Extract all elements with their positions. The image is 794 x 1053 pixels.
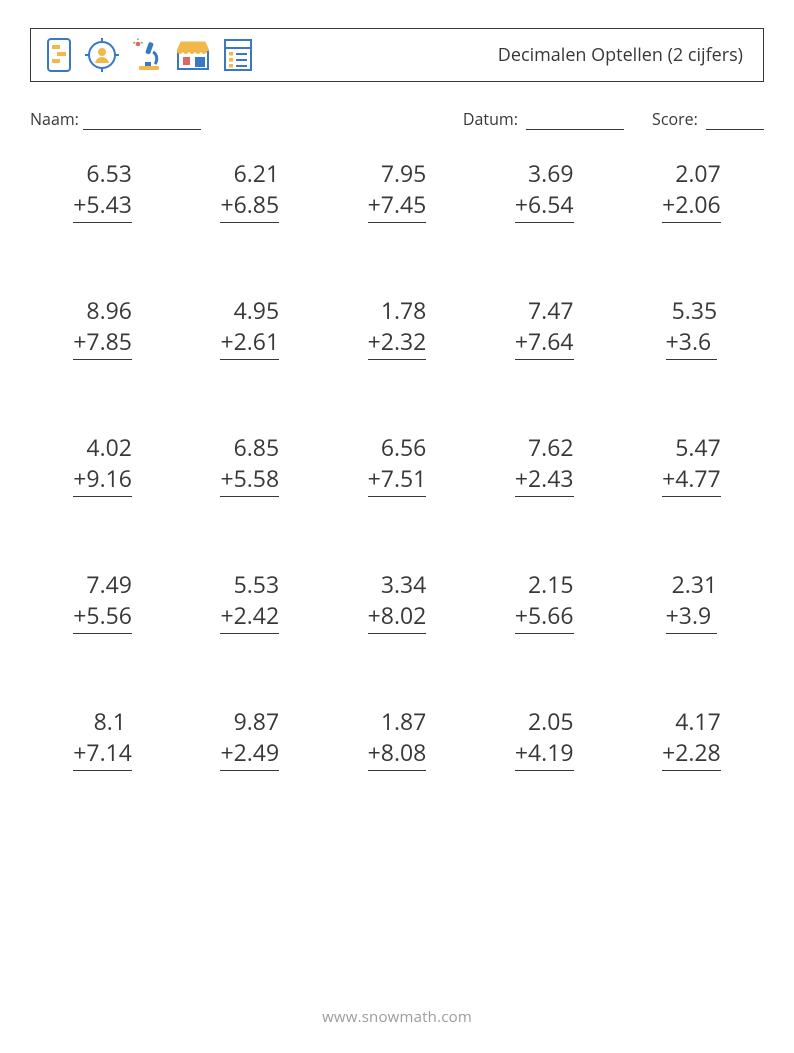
problem-24: 2.05+4.19 xyxy=(476,706,613,771)
operand-top: 6.85 xyxy=(220,432,279,463)
operand-top: 6.53 xyxy=(73,158,132,189)
operand-top: 2.07 xyxy=(662,158,721,189)
operand-top: 6.21 xyxy=(220,158,279,189)
date-label: Datum: xyxy=(463,108,518,130)
problem-22: 9.87+2.49 xyxy=(181,706,318,771)
problem-15: 5.47+4.77 xyxy=(623,432,760,497)
operand-top: 9.87 xyxy=(220,706,279,737)
problem-12: 6.85+5.58 xyxy=(181,432,318,497)
operand-bottom: +2.61 xyxy=(220,326,279,360)
phone-list-icon xyxy=(45,38,73,72)
header-icon-row xyxy=(45,38,253,72)
operand-bottom: +7.45 xyxy=(368,189,427,223)
operand-top: 4.02 xyxy=(73,432,132,463)
operand-top: 7.49 xyxy=(73,569,132,600)
operand-top: 1.87 xyxy=(368,706,427,737)
operand-bottom: +2.32 xyxy=(368,326,427,360)
operand-bottom: +9.16 xyxy=(73,463,132,497)
problem-9: 7.47+7.64 xyxy=(476,295,613,360)
problem-3: 7.95+7.45 xyxy=(328,158,465,223)
problem-23: 1.87+8.08 xyxy=(328,706,465,771)
operand-top: 8.1 xyxy=(73,706,132,737)
operand-bottom: +6.54 xyxy=(515,189,574,223)
operand-top: 4.95 xyxy=(220,295,279,326)
operand-top: 2.31 xyxy=(666,569,717,600)
operand-top: 6.56 xyxy=(368,432,427,463)
date-blank xyxy=(526,114,624,130)
operand-bottom: +6.85 xyxy=(220,189,279,223)
worksheet-title: Decimalen Optellen (2 cijfers) xyxy=(498,43,749,67)
operand-bottom: +5.56 xyxy=(73,600,132,634)
operand-top: 2.05 xyxy=(515,706,574,737)
operand-bottom: +5.66 xyxy=(515,600,574,634)
problem-7: 4.95+2.61 xyxy=(181,295,318,360)
problem-5: 2.07+2.06 xyxy=(623,158,760,223)
header-box: Decimalen Optellen (2 cijfers) xyxy=(30,28,764,82)
problem-16: 7.49+5.56 xyxy=(34,569,171,634)
operand-top: 7.62 xyxy=(515,432,574,463)
problem-21: 8.1 +7.14 xyxy=(34,706,171,771)
operand-bottom: +8.08 xyxy=(368,737,427,771)
operand-bottom: +2.28 xyxy=(662,737,721,771)
operand-bottom: +4.19 xyxy=(515,737,574,771)
operand-top: 5.47 xyxy=(662,432,721,463)
operand-bottom: +2.43 xyxy=(515,463,574,497)
operand-bottom: +4.77 xyxy=(662,463,721,497)
problem-19: 2.15+5.66 xyxy=(476,569,613,634)
operand-bottom: +2.06 xyxy=(662,189,721,223)
score-blank xyxy=(706,114,764,130)
operand-top: 5.53 xyxy=(220,569,279,600)
name-blank xyxy=(83,114,201,130)
problem-17: 5.53+2.42 xyxy=(181,569,318,634)
problem-2: 6.21+6.85 xyxy=(181,158,318,223)
problem-4: 3.69+6.54 xyxy=(476,158,613,223)
problem-11: 4.02+9.16 xyxy=(34,432,171,497)
problem-10: 5.35+3.6 xyxy=(623,295,760,360)
operand-top: 7.95 xyxy=(368,158,427,189)
worksheet-page: Decimalen Optellen (2 cijfers) Naam: Dat… xyxy=(0,0,794,771)
operand-top: 3.34 xyxy=(368,569,427,600)
user-target-icon xyxy=(85,38,119,72)
storefront-icon xyxy=(175,39,211,71)
operand-bottom: +2.49 xyxy=(220,737,279,771)
operand-bottom: +5.43 xyxy=(73,189,132,223)
operand-bottom: +3.9 xyxy=(666,600,717,634)
operand-bottom: +7.14 xyxy=(73,737,132,771)
operand-bottom: +3.6 xyxy=(666,326,717,360)
problem-8: 1.78+2.32 xyxy=(328,295,465,360)
problem-grid: 6.53+5.436.21+6.857.95+7.453.69+6.542.07… xyxy=(30,158,764,771)
problem-18: 3.34+8.02 xyxy=(328,569,465,634)
problem-1: 6.53+5.43 xyxy=(34,158,171,223)
meta-row: Naam: Datum: Score: xyxy=(30,108,764,130)
operand-bottom: +7.64 xyxy=(515,326,574,360)
operand-bottom: +7.51 xyxy=(368,463,427,497)
name-label: Naam: xyxy=(30,108,79,130)
footer-link: www.snowmath.com xyxy=(0,1007,794,1027)
problem-14: 7.62+2.43 xyxy=(476,432,613,497)
operand-bottom: +7.85 xyxy=(73,326,132,360)
operand-top: 8.96 xyxy=(73,295,132,326)
operand-top: 2.15 xyxy=(515,569,574,600)
operand-top: 3.69 xyxy=(515,158,574,189)
problem-25: 4.17+2.28 xyxy=(623,706,760,771)
operand-bottom: +2.42 xyxy=(220,600,279,634)
operand-bottom: +8.02 xyxy=(368,600,427,634)
operand-top: 4.17 xyxy=(662,706,721,737)
score-label: Score: xyxy=(652,108,698,130)
operand-top: 7.47 xyxy=(515,295,574,326)
problem-13: 6.56+7.51 xyxy=(328,432,465,497)
operand-top: 5.35 xyxy=(666,295,717,326)
problem-6: 8.96+7.85 xyxy=(34,295,171,360)
operand-top: 1.78 xyxy=(368,295,427,326)
document-list-icon xyxy=(223,38,253,72)
operand-bottom: +5.58 xyxy=(220,463,279,497)
microscope-icon xyxy=(131,38,163,72)
problem-20: 2.31+3.9 xyxy=(623,569,760,634)
